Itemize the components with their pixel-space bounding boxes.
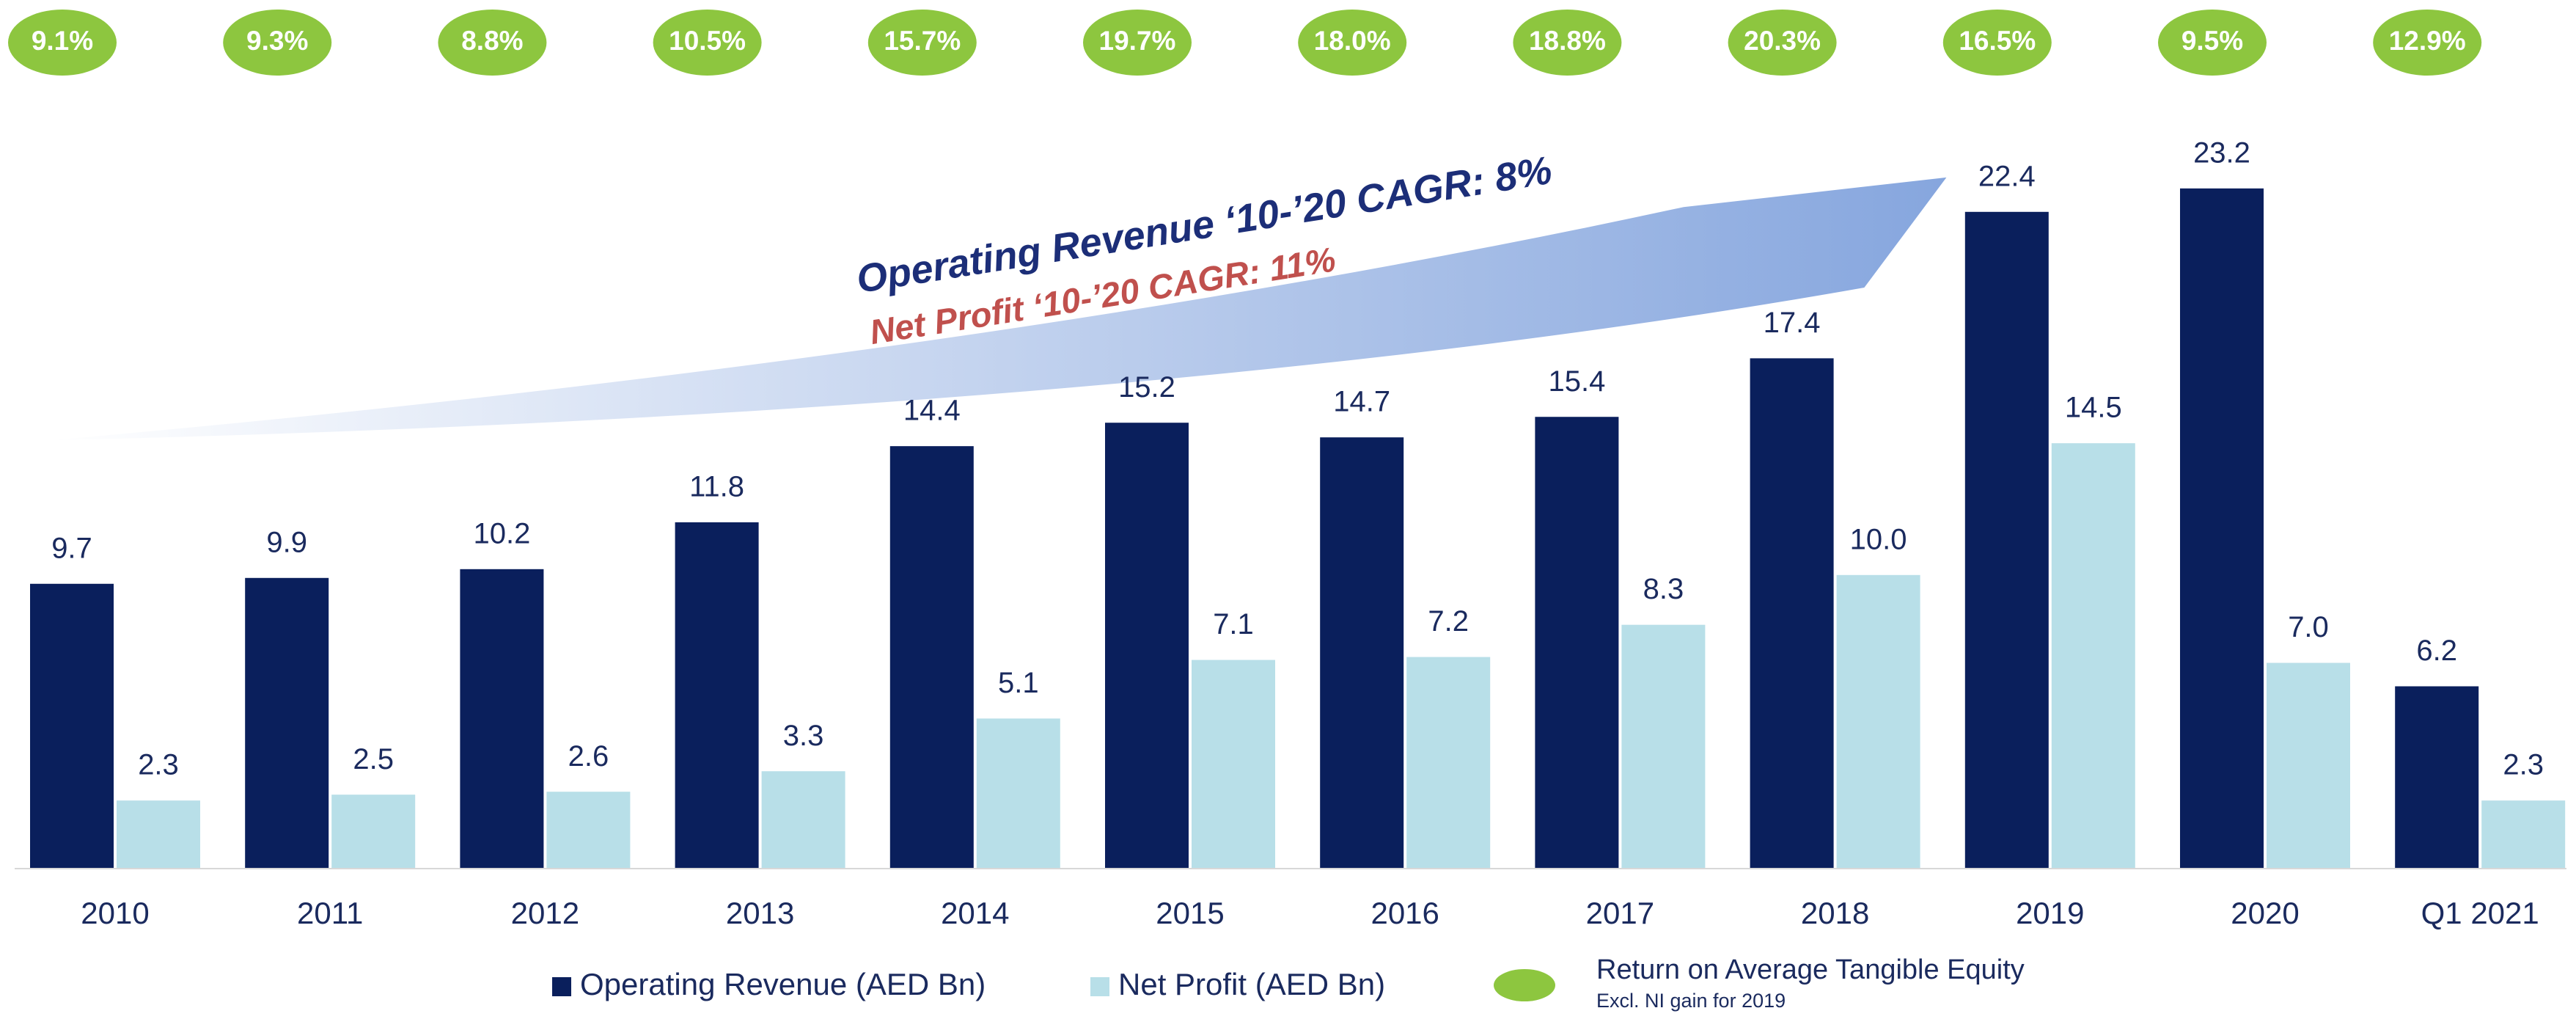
roate-bubble	[2373, 10, 2482, 76]
data-label: 9.7	[51, 532, 92, 564]
x-tick-label: 2017	[1586, 896, 1654, 930]
roate-label: 10.5%	[669, 26, 746, 56]
bar	[1192, 660, 1275, 868]
data-label: 22.4	[1978, 160, 2036, 192]
x-tick-label: Q1 2021	[2421, 896, 2539, 930]
bar	[2180, 188, 2264, 869]
bar	[2395, 686, 2479, 868]
roate-bubble	[1298, 10, 1407, 76]
x-tick-label: 2015	[1156, 896, 1224, 930]
bar	[245, 577, 329, 868]
x-tick-label: 2018	[1801, 896, 1869, 930]
bar	[1750, 358, 1834, 869]
roate-label: 19.7%	[1099, 26, 1176, 56]
x-tick-label: 2011	[297, 896, 363, 930]
data-label: 7.1	[1213, 608, 1254, 640]
legend-swatch	[1090, 977, 1109, 996]
cagr-arrow	[49, 177, 1947, 441]
bar	[2267, 662, 2350, 868]
data-label: 9.9	[266, 526, 307, 558]
roate-label: 9.3%	[246, 26, 308, 56]
data-label: 5.1	[998, 667, 1039, 699]
data-label: 6.2	[2416, 635, 2457, 667]
data-label: 2.3	[138, 749, 179, 781]
roate-label: 20.3%	[1744, 26, 1821, 56]
roate-bubble	[223, 10, 332, 76]
bar	[117, 800, 200, 868]
data-label: 2.6	[568, 740, 609, 773]
data-label: 17.4	[1764, 307, 1821, 339]
bar	[889, 446, 974, 868]
bar	[546, 792, 631, 868]
data-label: 14.5	[2065, 392, 2122, 424]
bar	[1105, 423, 1189, 868]
roate-bubble	[1942, 10, 2052, 76]
bar	[30, 583, 114, 868]
legend-label: Return on Average Tangible Equity	[1596, 954, 2025, 985]
legend-label: Operating Revenue (AED Bn)	[580, 967, 986, 1001]
roate-label: 12.9%	[2389, 26, 2466, 56]
roate-bubble	[1728, 10, 1837, 76]
x-tick-label: 2020	[2231, 896, 2299, 930]
data-label: 14.7	[1333, 386, 1390, 418]
bar	[460, 569, 544, 868]
data-label: 10.0	[1850, 523, 1907, 555]
bar	[2481, 800, 2566, 868]
roate-label: 9.1%	[32, 26, 93, 56]
x-tick-label: 2014	[941, 896, 1009, 930]
data-label: 14.4	[903, 395, 961, 427]
cagr-arrow-group: Operating Revenue ‘10-’20 CAGR: 8% Net P…	[49, 148, 1947, 441]
x-tick-label: 2010	[81, 896, 149, 930]
bar	[1964, 211, 2049, 868]
roate-bubble	[8, 10, 117, 76]
bar	[675, 522, 759, 868]
data-label: 2.5	[353, 743, 394, 775]
data-label: 7.0	[2288, 611, 2329, 643]
bar	[1406, 657, 1491, 868]
roate-label: 18.8%	[1529, 26, 1606, 56]
roate-label: 15.7%	[884, 26, 961, 56]
x-tick-label: 2012	[511, 896, 579, 930]
roate-bubble	[2158, 10, 2267, 76]
data-label: 2.3	[2503, 749, 2544, 781]
legend-label: Net Profit (AED Bn)	[1118, 967, 1385, 1001]
bar	[2051, 443, 2135, 868]
roate-label: 8.8%	[461, 26, 523, 56]
data-label: 15.2	[1118, 371, 1175, 403]
roate-bubble	[438, 10, 547, 76]
legend-swatch	[552, 977, 571, 996]
roate-label: 16.5%	[1959, 26, 2036, 56]
bar	[331, 795, 416, 868]
bar	[1836, 574, 1920, 868]
data-label: 11.8	[689, 471, 744, 503]
bar	[1535, 417, 1619, 868]
bar	[976, 718, 1060, 868]
bar	[1320, 437, 1404, 868]
roate-bubble	[653, 10, 762, 76]
data-label: 8.3	[1643, 573, 1684, 605]
bar	[761, 771, 845, 868]
data-label: 23.2	[2193, 136, 2250, 169]
roate-bubble	[867, 10, 977, 76]
data-label: 3.3	[783, 720, 824, 752]
roate-label: 9.5%	[2181, 26, 2243, 56]
roate-bubble	[1083, 10, 1192, 76]
x-tick-label: 2013	[726, 896, 794, 930]
data-label: 15.4	[1548, 365, 1605, 398]
x-tick-label: 2019	[2016, 896, 2084, 930]
data-label: 10.2	[473, 517, 530, 549]
x-tick-label: 2016	[1370, 896, 1439, 930]
roate-bubble	[1513, 10, 1622, 76]
legend-note: Excl. NI gain for 2019	[1596, 990, 1786, 1012]
data-label: 7.2	[1428, 605, 1469, 638]
bar	[1621, 624, 1706, 868]
roate-label: 18.0%	[1314, 26, 1391, 56]
legend-swatch	[1494, 969, 1555, 1001]
